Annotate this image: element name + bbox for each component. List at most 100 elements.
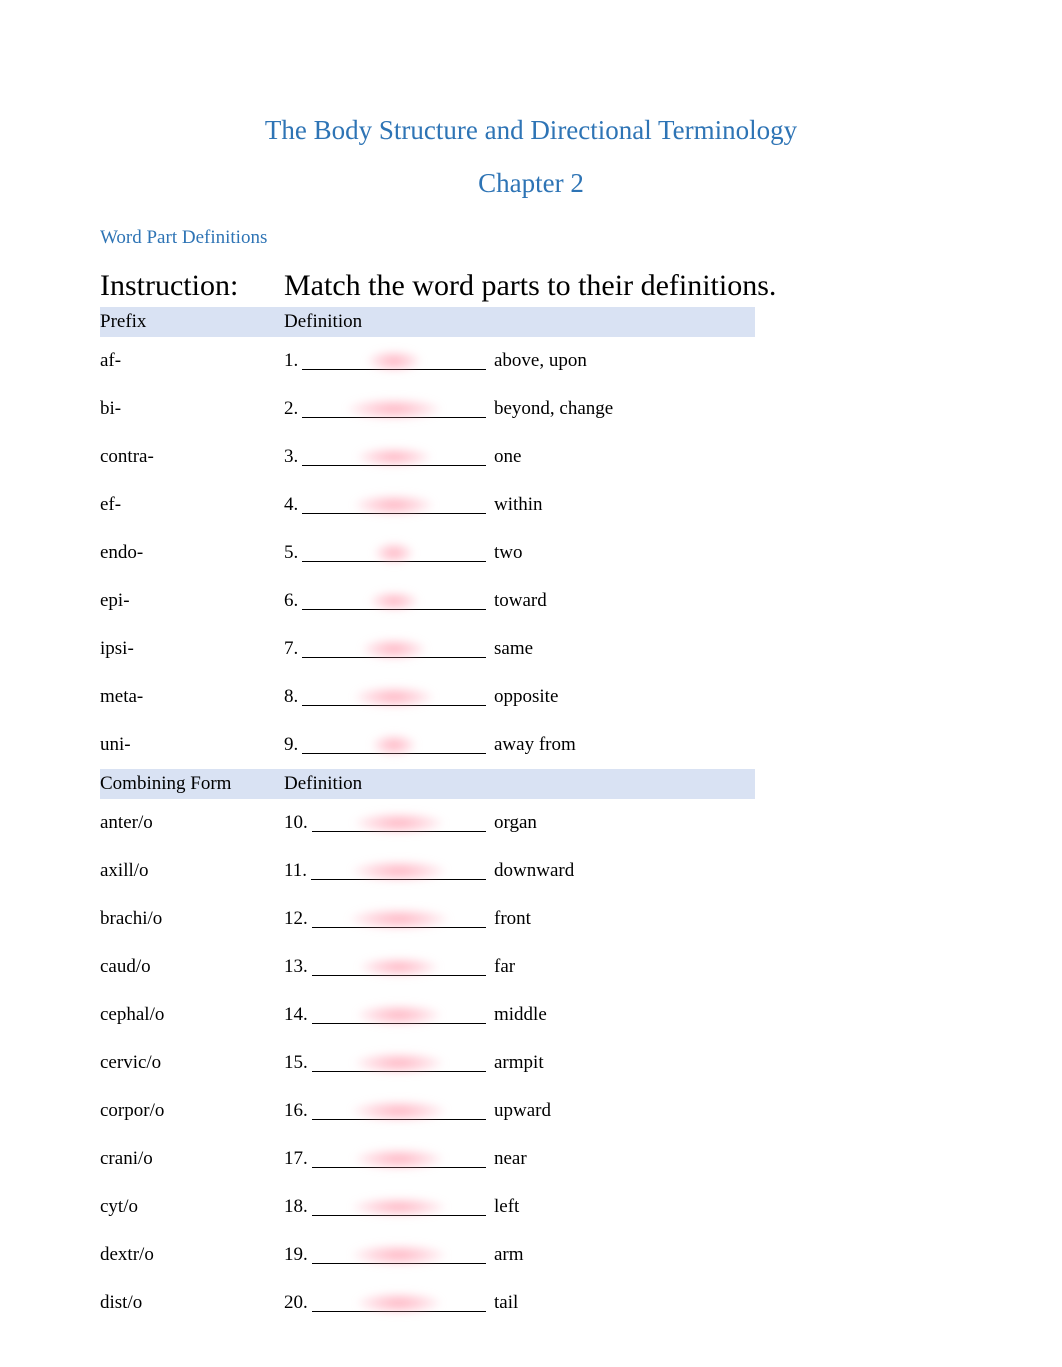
definition-cell: two xyxy=(494,542,755,564)
answer-blank[interactable] xyxy=(302,545,486,562)
definition-cell: front xyxy=(494,908,755,930)
table-row: axill/o11. downward xyxy=(100,847,755,895)
blur-overlay xyxy=(356,1004,441,1026)
row-number: 10. xyxy=(284,812,308,834)
blur-overlay xyxy=(354,686,434,708)
definition-cell: far xyxy=(494,956,755,978)
answer-cell: 12. xyxy=(284,908,494,930)
row-number: 12. xyxy=(284,908,308,930)
row-number: 6. xyxy=(284,590,298,612)
definition-cell: downward xyxy=(494,860,755,882)
answer-blank[interactable] xyxy=(312,1247,486,1264)
definition-cell: left xyxy=(494,1196,755,1218)
table-row: ef-4.within xyxy=(100,481,755,529)
header-prefix: Prefix xyxy=(100,309,284,335)
answer-blank[interactable] xyxy=(302,737,486,754)
answer-cell: 3. xyxy=(284,446,494,468)
table-row: cephal/o14.middle xyxy=(100,991,755,1039)
table-row: anter/o10.organ xyxy=(100,799,755,847)
row-number: 1. xyxy=(284,350,298,372)
row-number: 14. xyxy=(284,1004,308,1026)
answer-blank[interactable] xyxy=(312,1103,486,1120)
answer-blank[interactable] xyxy=(312,959,486,976)
worksheet-table: Prefix Definition af-1.above, uponbi-2.b… xyxy=(100,307,755,1327)
table-row: caud/o13.far xyxy=(100,943,755,991)
answer-cell: 5. xyxy=(284,542,494,564)
answer-blank[interactable] xyxy=(312,1151,486,1168)
blur-overlay xyxy=(367,350,422,372)
instruction-label: Instruction: xyxy=(100,269,284,303)
answer-cell: 20. xyxy=(284,1292,494,1314)
header-spacer xyxy=(394,320,755,324)
answer-blank[interactable] xyxy=(302,353,486,370)
answer-cell: 13. xyxy=(284,956,494,978)
answer-blank[interactable] xyxy=(312,1055,486,1072)
answer-cell: 6. xyxy=(284,590,494,612)
table-row: cyt/o18.left xyxy=(100,1183,755,1231)
answer-blank[interactable] xyxy=(302,641,486,658)
answer-blank[interactable] xyxy=(302,689,486,706)
blur-overlay xyxy=(354,1148,444,1170)
table-row: uni-9.away from xyxy=(100,721,755,769)
table-row: epi-6.toward xyxy=(100,577,755,625)
blur-overlay xyxy=(354,812,444,834)
answer-blank[interactable] xyxy=(311,863,486,880)
definition-cell: arm xyxy=(494,1244,755,1266)
answer-blank[interactable] xyxy=(312,1007,486,1024)
prefix-cell: af- xyxy=(100,350,284,372)
answer-cell: 1. xyxy=(284,350,494,372)
table-header-prefix: Prefix Definition xyxy=(100,307,755,337)
answer-cell: 11. xyxy=(284,860,494,882)
prefix-cell: epi- xyxy=(100,590,284,612)
answer-cell: 9. xyxy=(284,734,494,756)
table-row: cervic/o15.armpit xyxy=(100,1039,755,1087)
header-combining-form: Combining Form xyxy=(100,771,284,797)
answer-cell: 18. xyxy=(284,1196,494,1218)
row-number: 11. xyxy=(284,860,307,882)
answer-blank[interactable] xyxy=(302,401,486,418)
answer-blank[interactable] xyxy=(302,593,486,610)
answer-cell: 14. xyxy=(284,1004,494,1026)
row-number: 20. xyxy=(284,1292,308,1314)
prefix-cell: endo- xyxy=(100,542,284,564)
definition-cell: armpit xyxy=(494,1052,755,1074)
instruction-row: Instruction: Match the word parts to the… xyxy=(100,269,962,303)
blur-overlay xyxy=(372,734,417,756)
row-number: 18. xyxy=(284,1196,308,1218)
prefix-cell: anter/o xyxy=(100,812,284,834)
row-number: 8. xyxy=(284,686,298,708)
table-row: crani/o17.near xyxy=(100,1135,755,1183)
answer-blank[interactable] xyxy=(312,815,486,832)
row-number: 15. xyxy=(284,1052,308,1074)
table-row: brachi/o12. front xyxy=(100,895,755,943)
prefix-cell: bi- xyxy=(100,398,284,420)
table-header-combining: Combining Form Definition xyxy=(100,769,755,799)
instruction-text: Match the word parts to their definition… xyxy=(284,269,776,303)
blur-overlay xyxy=(347,398,442,420)
row-number: 19. xyxy=(284,1244,308,1266)
prefix-cell: meta- xyxy=(100,686,284,708)
prefix-cell: axill/o xyxy=(100,860,284,882)
answer-blank[interactable] xyxy=(302,497,486,514)
answer-blank[interactable] xyxy=(312,911,486,928)
answer-cell: 15. xyxy=(284,1052,494,1074)
table-row: corpor/o16.upward xyxy=(100,1087,755,1135)
answer-cell: 17. xyxy=(284,1148,494,1170)
table-row: meta-8.opposite xyxy=(100,673,755,721)
table-row: endo-5.two xyxy=(100,529,755,577)
blur-overlay xyxy=(374,542,414,564)
row-number: 7. xyxy=(284,638,298,660)
answer-cell: 10. xyxy=(284,812,494,834)
answer-blank[interactable] xyxy=(302,449,486,466)
table-row: contra-3.one xyxy=(100,433,755,481)
definition-cell: near xyxy=(494,1148,755,1170)
answer-blank[interactable] xyxy=(312,1295,486,1312)
blur-overlay xyxy=(354,494,434,516)
table-row: ipsi-7.same xyxy=(100,625,755,673)
answer-blank[interactable] xyxy=(312,1199,486,1216)
row-number: 13. xyxy=(284,956,308,978)
prefix-cell: brachi/o xyxy=(100,908,284,930)
row-number: 16. xyxy=(284,1100,308,1122)
answer-cell: 2. xyxy=(284,398,494,420)
blur-overlay xyxy=(359,957,439,977)
